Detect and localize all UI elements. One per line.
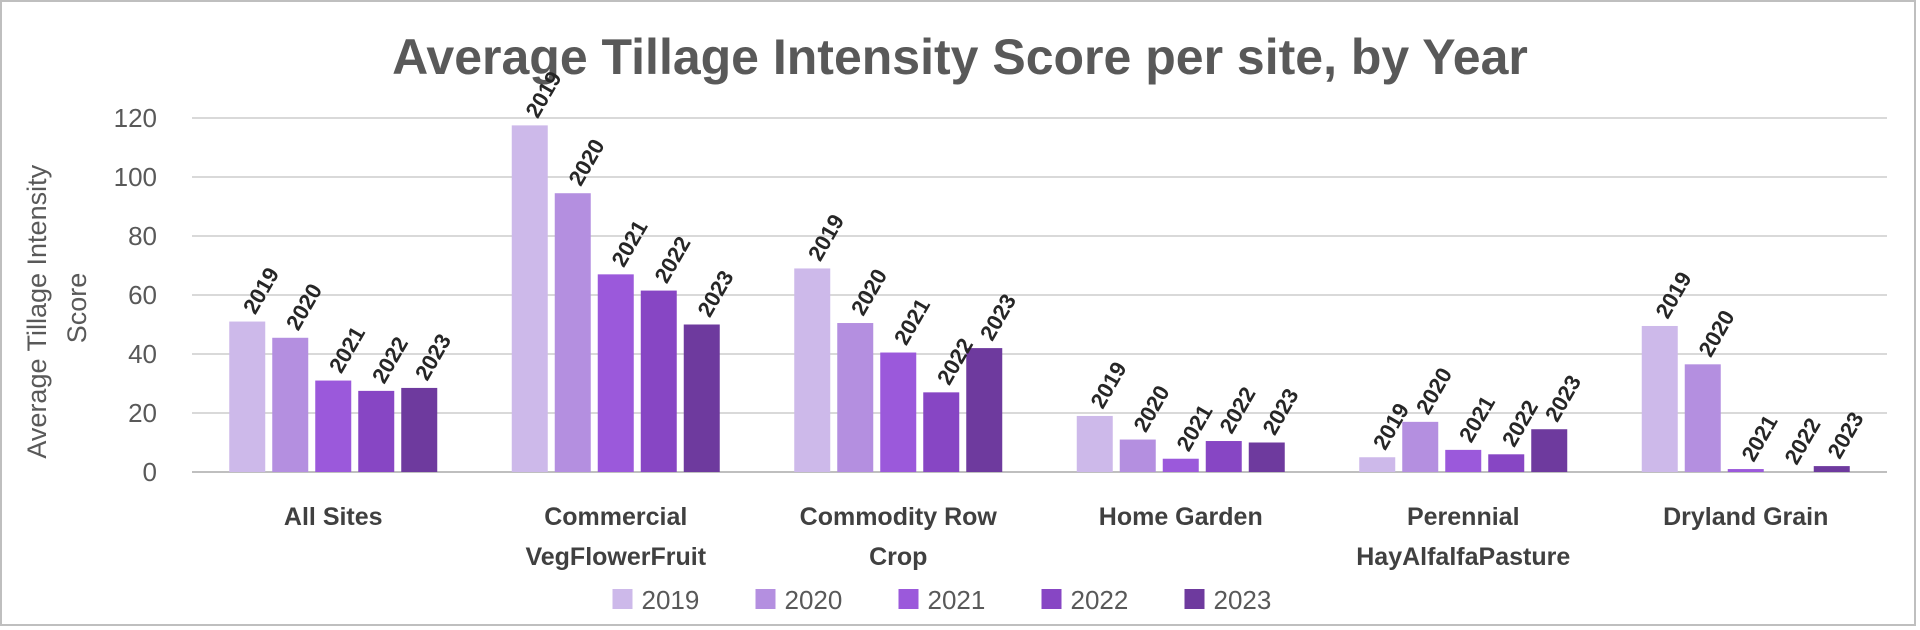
gridlines: 0 20 40 60 80 100 120	[114, 103, 1887, 487]
x-category-label-line: Dryland Grain	[1663, 503, 1828, 531]
x-category-label: Commodity Row Crop	[800, 503, 998, 571]
data-label-2019: 2019	[238, 263, 284, 318]
bar-2021	[1445, 449, 1482, 472]
legend-label-2019: 2019	[642, 585, 700, 615]
bar-2022	[1488, 454, 1525, 472]
bar-2022	[1205, 441, 1242, 472]
y-tick-label: 100	[114, 162, 157, 192]
data-label-2021: 2021	[324, 322, 370, 377]
bar-2019	[1076, 415, 1113, 472]
data-label-2019: 2019	[803, 210, 849, 265]
data-label-2020: 2020	[1128, 381, 1174, 436]
data-label-2023: 2023	[1540, 371, 1586, 426]
data-label-2022: 2022	[367, 332, 413, 387]
data-label-2021: 2021	[606, 216, 652, 271]
bar-2019	[229, 321, 266, 472]
bar-2021	[880, 352, 917, 472]
y-tick-label: 60	[128, 280, 157, 310]
bar-2020	[837, 323, 874, 472]
bar-2021	[1727, 469, 1764, 472]
x-category-label-line: Crop	[869, 543, 927, 571]
x-category-label-line: VegFlowerFruit	[525, 543, 706, 571]
bar-2020	[1402, 421, 1439, 472]
bar-2019	[1641, 325, 1678, 472]
bar-2019	[511, 125, 548, 472]
bar-2020	[554, 193, 591, 472]
bar-2023	[966, 348, 1003, 472]
bar-2023	[1813, 466, 1850, 472]
bar-2023	[1531, 429, 1568, 472]
data-label-2021: 2021	[1736, 411, 1782, 466]
data-label-2020: 2020	[1693, 306, 1739, 361]
bars	[229, 125, 1850, 472]
legend-label-2021: 2021	[928, 585, 986, 615]
data-label-2021: 2021	[889, 294, 935, 349]
x-category-label-line: HayAlfalfaPasture	[1356, 543, 1570, 571]
data-label-2019: 2019	[1085, 358, 1131, 413]
data-label-2023: 2023	[1257, 384, 1303, 439]
legend-swatch-2022	[1041, 589, 1062, 609]
y-tick-label: 120	[114, 103, 157, 133]
y-axis-label: Average Tillage Intensity Score	[22, 157, 92, 458]
x-category-label: Home Garden	[1099, 503, 1263, 531]
x-category-label: Perennial HayAlfalfaPasture	[1356, 503, 1570, 571]
data-label-2023: 2023	[975, 290, 1021, 345]
x-category-label-line: Commercial	[544, 503, 687, 531]
legend-label-2023: 2023	[1214, 585, 1272, 615]
legend-label-2020: 2020	[785, 585, 843, 615]
y-tick-label: 40	[128, 339, 157, 369]
data-label-2022: 2022	[1779, 414, 1825, 469]
data-label-2023: 2023	[1822, 408, 1868, 463]
data-label-2020: 2020	[846, 265, 892, 320]
x-category-label: Dryland Grain	[1663, 503, 1828, 531]
legend-swatch-2019	[612, 589, 633, 609]
data-label-2023: 2023	[692, 266, 738, 321]
x-axis-categories: All Sites Commercial VegFlowerFruit Commodi…	[284, 503, 1828, 571]
legend-swatch-2021	[898, 589, 919, 609]
bar-2020	[1684, 364, 1721, 472]
x-category-label-line: All Sites	[284, 503, 383, 531]
x-category-label-line: Perennial	[1407, 503, 1520, 531]
data-label-2021: 2021	[1454, 391, 1500, 446]
bar-2019	[1359, 457, 1396, 472]
x-category-label: All Sites	[284, 503, 383, 531]
legend-swatch-2020	[755, 589, 776, 609]
data-label-2020: 2020	[281, 279, 327, 334]
bar-2023	[683, 324, 720, 472]
chart-title: Average Tillage Intensity Score per site…	[392, 29, 1528, 85]
bar-2020	[272, 337, 309, 472]
legend: 2019 2020 2021 2022 2023	[612, 585, 1272, 615]
bar-2021	[597, 274, 634, 472]
bar-2022	[640, 290, 677, 472]
y-axis-label-line-2: Score	[62, 273, 92, 344]
data-labels: 2019202020212022202320192020202120222023…	[238, 67, 1869, 469]
data-label-2022: 2022	[649, 232, 695, 287]
data-label-2020: 2020	[563, 135, 609, 190]
data-label-2020: 2020	[1411, 363, 1457, 418]
bar-2021	[1162, 458, 1199, 472]
bar-2022	[358, 390, 395, 472]
data-label-2022: 2022	[1214, 383, 1260, 438]
y-axis-label-line-1: Average Tillage Intensity	[22, 164, 52, 458]
x-category-label-line: Home Garden	[1099, 503, 1263, 531]
x-category-label: Commercial VegFlowerFruit	[525, 503, 706, 571]
y-tick-label: 20	[128, 398, 157, 428]
bar-2019	[794, 268, 831, 472]
y-tick-label: 80	[128, 221, 157, 251]
bar-2020	[1119, 439, 1156, 472]
bar-2023	[401, 387, 438, 472]
data-label-2023: 2023	[410, 330, 456, 385]
legend-swatch-2023	[1184, 589, 1205, 609]
x-category-label-line: Commodity Row	[800, 503, 998, 531]
bar-2022	[923, 392, 960, 472]
legend-label-2022: 2022	[1071, 585, 1129, 615]
bar-2021	[315, 380, 352, 472]
y-tick-label: 0	[143, 457, 157, 487]
bar-2023	[1248, 442, 1285, 472]
